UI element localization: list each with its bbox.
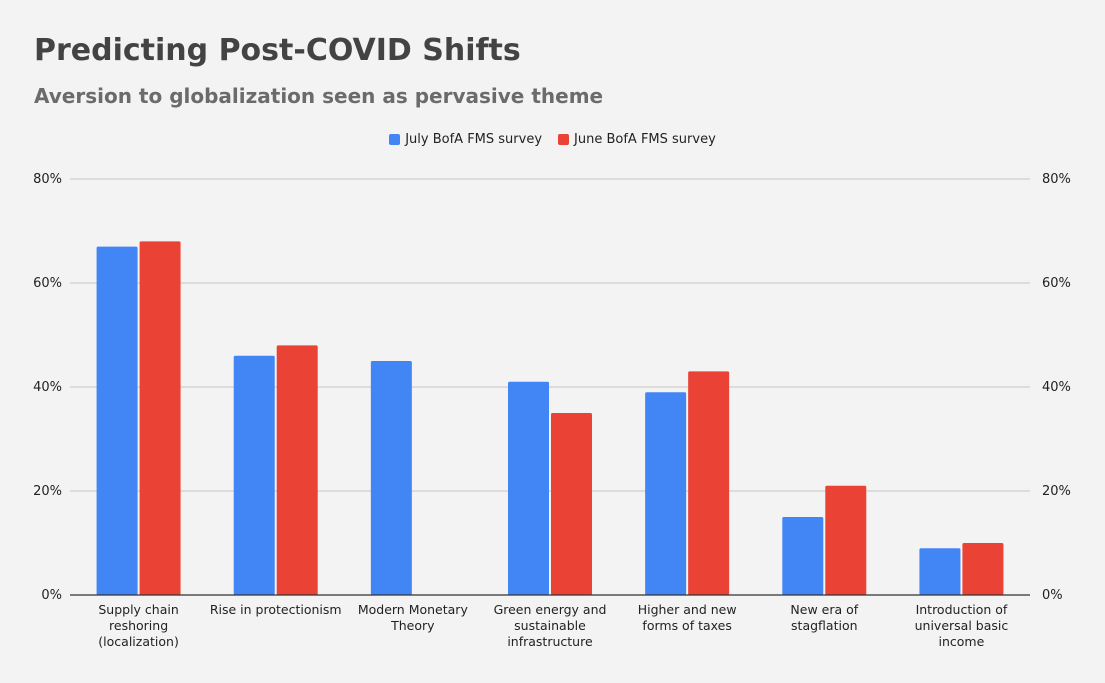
bar-june[interactable] xyxy=(962,543,1004,595)
bar-july[interactable] xyxy=(782,517,824,595)
chart-title: Predicting Post-COVID Shifts xyxy=(34,33,521,68)
x-tick-label: Higher and new xyxy=(638,602,737,617)
y-tick-label-right: 20% xyxy=(1042,484,1071,499)
y-tick-label-left: 60% xyxy=(33,276,62,291)
bar-june[interactable] xyxy=(276,345,318,595)
chart-subtitle: Aversion to globalization seen as pervas… xyxy=(34,84,604,108)
bar-july[interactable] xyxy=(233,355,275,595)
bar-june[interactable] xyxy=(551,413,592,595)
bar-july[interactable] xyxy=(919,548,961,595)
x-tick-label: sustainable xyxy=(514,618,586,633)
x-tick-label: Modern Monetary xyxy=(358,602,469,617)
x-tick-label: reshoring xyxy=(109,618,168,633)
x-tick-label: universal basic xyxy=(915,618,1009,633)
legend-label-july: July BofA FMS survey xyxy=(405,132,543,147)
bar-june[interactable] xyxy=(139,241,181,595)
legend-swatch-july xyxy=(389,134,401,145)
y-tick-label-right: 60% xyxy=(1042,276,1071,291)
y-tick-label-left: 20% xyxy=(33,484,62,499)
bar-july[interactable] xyxy=(508,381,549,595)
legend-item-june[interactable]: June BofA FMS survey xyxy=(558,132,716,147)
x-tick-label: Supply chain xyxy=(98,602,178,617)
x-tick-label: stagflation xyxy=(791,618,858,633)
y-tick-label-left: 0% xyxy=(41,588,62,603)
x-tick-label: Rise in protectionism xyxy=(210,602,342,617)
x-tick-label: infrastructure xyxy=(507,634,593,649)
y-tick-label-right: 80% xyxy=(1042,172,1071,187)
y-tick-label-left: 40% xyxy=(33,380,62,395)
y-tick-label-right: 0% xyxy=(1042,588,1063,603)
x-tick-label: forms of taxes xyxy=(642,618,731,633)
x-tick-label: New era of xyxy=(790,602,858,617)
legend: July BofA FMS survey June BofA FMS surve… xyxy=(0,132,1105,147)
y-tick-label-left: 80% xyxy=(33,172,62,187)
bar-june[interactable] xyxy=(825,485,867,595)
bar-june[interactable] xyxy=(688,371,730,595)
x-tick-label: Green energy and xyxy=(494,602,607,617)
x-tick-label: Introduction of xyxy=(916,602,1008,617)
x-tick-label: income xyxy=(939,634,985,649)
legend-swatch-june xyxy=(558,134,570,145)
bar-july[interactable] xyxy=(645,392,687,595)
x-tick-label: (localization) xyxy=(98,634,179,649)
bar-july[interactable] xyxy=(370,361,412,595)
y-tick-label-right: 40% xyxy=(1042,380,1071,395)
bar-july[interactable] xyxy=(96,246,138,595)
x-tick-label: Theory xyxy=(390,618,435,633)
legend-label-june: June BofA FMS survey xyxy=(574,132,716,147)
legend-item-july[interactable]: July BofA FMS survey xyxy=(389,132,542,147)
